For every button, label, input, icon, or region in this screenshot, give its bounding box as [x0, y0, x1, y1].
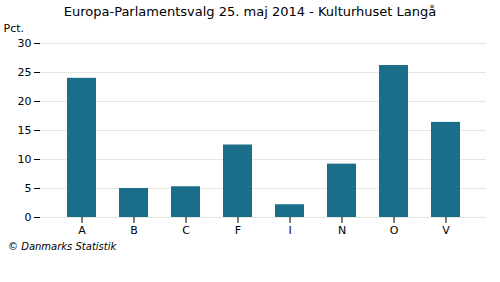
html-text:Europa-Parlamentsvalg 25. maj: Europa-Parlamentsvalg 25. maj 2014 - Kul… [63, 4, 437, 19]
svg-text:A: A [78, 224, 86, 237]
svg-text:N: N [338, 224, 346, 237]
svg-text:5: 5 [25, 182, 32, 195]
html-text:© Danmarks Statistik: © Danmarks Statistik [8, 241, 117, 252]
svg-text:20: 20 [18, 95, 32, 108]
svg-text:F: F [235, 224, 241, 237]
svg-text:I: I [288, 224, 291, 237]
svg-text:25: 25 [18, 66, 32, 79]
svg-text:B: B [130, 224, 138, 237]
svg-text:O: O [390, 224, 399, 237]
svg-text:30: 30 [18, 37, 32, 50]
svg-text:0: 0 [25, 211, 32, 224]
svg-text:Pct.: Pct. [4, 22, 25, 35]
svg-text:C: C [182, 224, 190, 237]
svg-text:10: 10 [18, 153, 32, 166]
svg-text:V: V [442, 224, 450, 237]
svg-text:15: 15 [18, 124, 32, 137]
